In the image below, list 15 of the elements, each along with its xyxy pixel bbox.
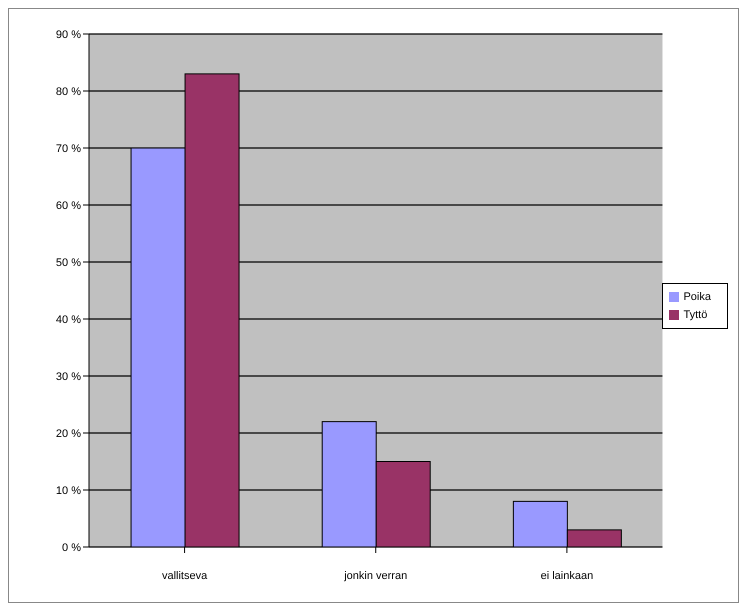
y-tick-label: 50 % <box>56 256 82 269</box>
y-tick-label: 40 % <box>56 314 82 326</box>
y-tick-label: 20 % <box>56 428 82 440</box>
legend-label: Poika <box>683 290 711 302</box>
y-tick-label: 0 % <box>62 542 82 554</box>
y-tick-label: 90 % <box>56 28 82 41</box>
y-tick-label: 60 % <box>56 200 82 212</box>
y-tick-label: 10 % <box>56 484 82 497</box>
y-tick-label: 30 % <box>56 370 82 383</box>
x-tick-label: vallitseva <box>162 570 208 582</box>
y-tick-label: 80 % <box>56 86 82 98</box>
y-tick-label: 70 % <box>56 142 82 155</box>
legend-label: Tyttö <box>683 308 708 320</box>
x-tick-label: ei lainkaan <box>540 570 594 582</box>
x-tick-label: jonkin verran <box>343 570 408 582</box>
